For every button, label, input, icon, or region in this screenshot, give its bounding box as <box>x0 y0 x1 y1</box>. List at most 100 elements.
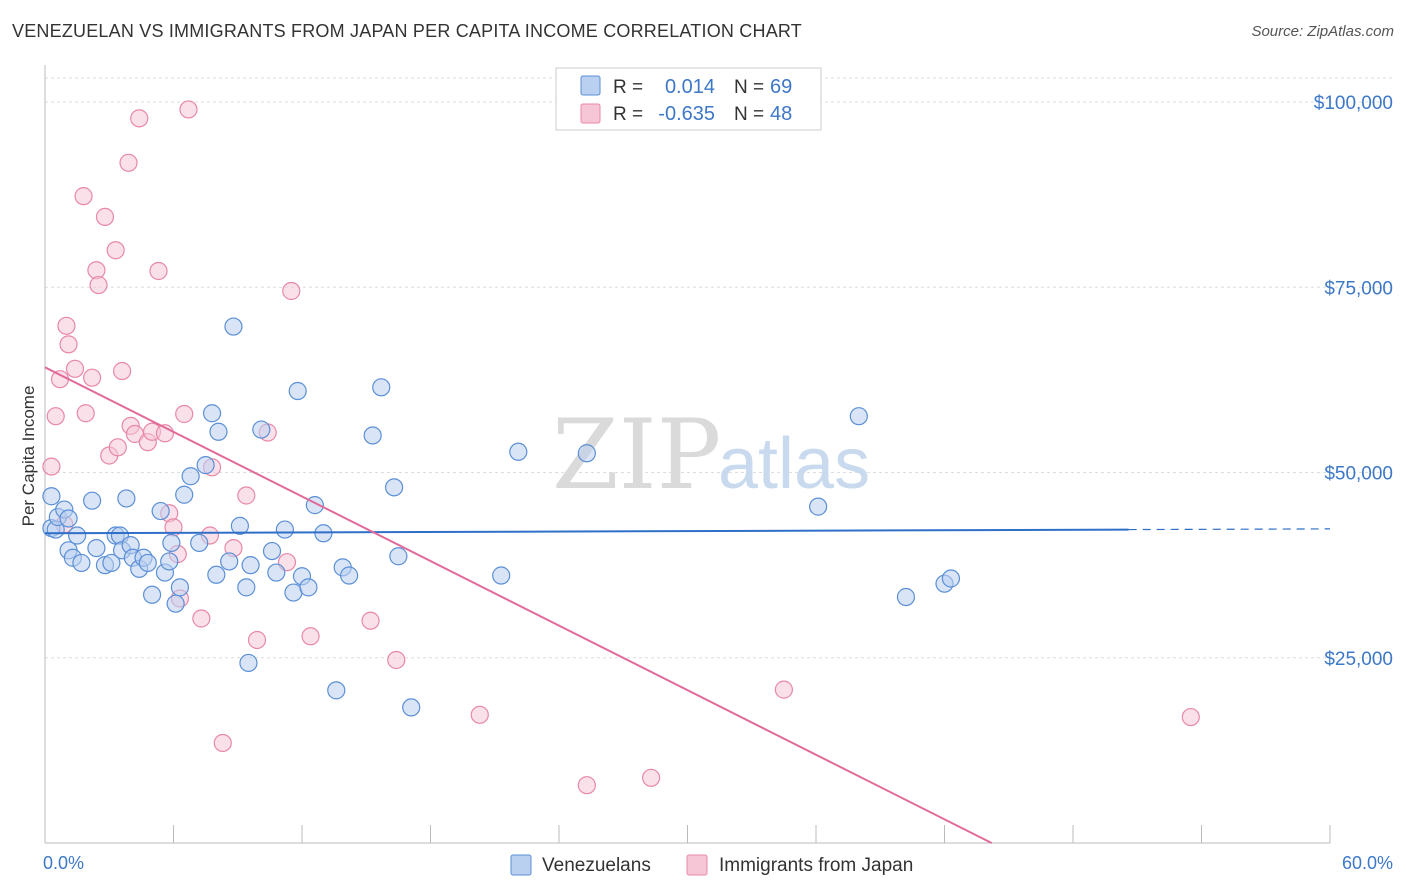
point-venezuelans <box>896 587 916 607</box>
point-japan <box>282 281 301 301</box>
point-japan <box>774 680 793 699</box>
trend-line-venezuelans <box>44 528 1129 535</box>
point-venezuelans <box>267 563 286 582</box>
point-japan <box>74 187 93 206</box>
point-venezuelans <box>202 404 222 423</box>
point-venezuelans <box>220 552 239 571</box>
point-venezuelans <box>299 578 318 597</box>
stats-n-label-japan: N = <box>734 104 764 125</box>
point-japan <box>641 768 661 787</box>
axes <box>44 65 1331 844</box>
point-japan <box>50 370 70 389</box>
point-venezuelans <box>384 478 404 497</box>
point-venezuelans <box>492 566 511 585</box>
point-venezuelans <box>252 420 271 439</box>
point-japan <box>112 361 132 381</box>
point-japan <box>57 316 76 335</box>
stats-r-label-japan: R = <box>613 104 643 125</box>
y-tick-labels: $25,000 $50,000 $75,000 $100,000 <box>1314 93 1393 670</box>
legend-label-japan: Immigrants from Japan <box>719 855 913 876</box>
point-japan <box>361 611 380 630</box>
trend-lines <box>44 366 1331 844</box>
legend-label-venezuelans: Venezuelans <box>542 855 651 876</box>
point-venezuelans <box>340 566 359 585</box>
y-axis-label: Per Capita Income <box>19 386 38 527</box>
point-venezuelans <box>190 533 209 553</box>
stats-r-label-venezuelans: R = <box>613 77 643 98</box>
watermark-atlas: atlas <box>718 424 870 504</box>
point-venezuelans <box>389 547 408 566</box>
y-tick-label: $25,000 <box>1324 649 1393 670</box>
point-japan <box>577 776 596 795</box>
point-venezuelans <box>209 422 228 441</box>
point-japan <box>89 275 108 295</box>
point-venezuelans <box>809 497 828 516</box>
point-venezuelans <box>59 509 78 528</box>
point-venezuelans <box>160 552 179 571</box>
chart-title: VENEZUELAN VS IMMIGRANTS FROM JAPAN PER … <box>12 21 802 41</box>
point-japan <box>301 627 320 646</box>
point-japan <box>87 261 106 280</box>
stats-r-value-venezuelans: 0.014 <box>665 76 715 98</box>
point-venezuelans <box>237 578 256 597</box>
point-japan <box>59 335 78 354</box>
legend-swatch-japan <box>686 854 708 876</box>
point-japan <box>179 100 198 119</box>
point-venezuelans <box>83 491 102 510</box>
point-venezuelans <box>166 594 185 613</box>
stats-n-value-venezuelans: 69 <box>770 76 792 98</box>
point-venezuelans <box>142 585 162 604</box>
point-venezuelans <box>170 578 190 597</box>
point-japan <box>42 457 61 476</box>
point-japan <box>213 733 232 753</box>
stats-n-value-japan: 48 <box>770 103 792 125</box>
point-venezuelans <box>162 533 181 553</box>
stats-legend: R = 0.014 N = 69 R = -0.635 N = 48 <box>555 67 822 131</box>
point-venezuelans <box>327 681 346 700</box>
point-japan <box>387 650 406 670</box>
chart-source: Source: ZipAtlas.com <box>1251 23 1394 40</box>
point-japan <box>247 630 267 650</box>
stats-n-label-venezuelans: N = <box>734 77 764 98</box>
watermark-zip: ZIP <box>552 399 721 511</box>
point-venezuelans <box>87 539 106 558</box>
point-japan <box>119 153 138 172</box>
point-japan <box>192 609 211 628</box>
point-japan <box>106 241 125 260</box>
point-venezuelans <box>117 489 136 508</box>
stats-swatch-japan <box>580 103 601 124</box>
point-japan <box>95 207 115 226</box>
point-venezuelans <box>941 569 961 588</box>
legend-swatch-venezuelans <box>510 854 532 876</box>
point-venezuelans <box>239 653 258 673</box>
point-venezuelans <box>102 553 121 573</box>
point-venezuelans <box>849 407 868 426</box>
point-venezuelans <box>372 378 391 397</box>
y-tick-label: $50,000 <box>1324 464 1393 485</box>
point-venezuelans <box>151 501 170 521</box>
point-venezuelans <box>288 381 307 401</box>
point-japan <box>237 486 256 505</box>
point-venezuelans <box>181 467 200 486</box>
scatter-points <box>42 100 1200 795</box>
bottom-legend: Venezuelans Immigrants from Japan <box>510 854 913 876</box>
point-japan <box>149 261 168 281</box>
point-venezuelans <box>275 520 294 539</box>
point-japan <box>46 407 65 426</box>
y-tick-label: $75,000 <box>1324 278 1393 299</box>
point-venezuelans <box>72 553 91 573</box>
point-venezuelans <box>230 516 249 535</box>
point-venezuelans <box>402 698 421 717</box>
x-tick-label-left: 0.0% <box>43 853 84 873</box>
stats-swatch-venezuelans <box>580 75 601 96</box>
point-venezuelans <box>224 317 243 336</box>
point-venezuelans <box>42 487 61 506</box>
y-tick-label: $100,000 <box>1314 93 1393 114</box>
x-tick-label-right: 60.0% <box>1342 853 1393 873</box>
point-japan <box>76 404 95 423</box>
point-venezuelans <box>363 426 382 445</box>
point-japan <box>83 368 102 387</box>
point-japan <box>470 705 489 724</box>
point-venezuelans <box>509 442 528 461</box>
